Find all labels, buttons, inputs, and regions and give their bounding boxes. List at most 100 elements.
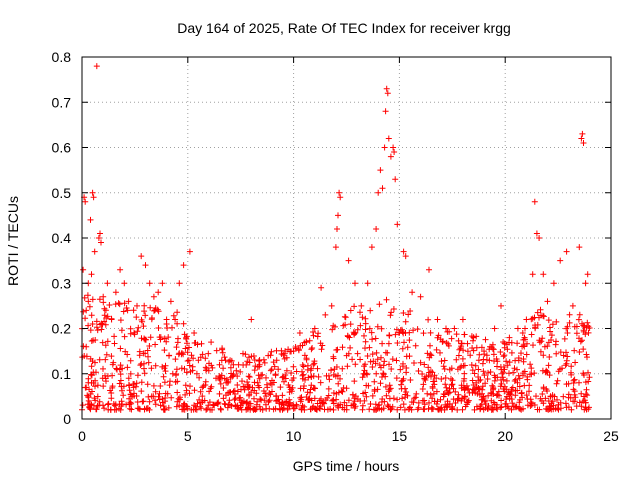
data-point [430,378,437,385]
data-point [527,371,533,378]
data-point [585,329,592,336]
data-point [394,340,401,346]
data-point [273,347,280,354]
data-point [311,360,318,367]
data-point-peak [265,352,272,359]
data-point [388,309,395,316]
data-point [486,346,493,353]
data-point [515,372,522,379]
data-point [117,371,124,378]
data-point [286,389,293,396]
data-point [479,360,486,367]
y-tick-label: 0.8 [52,49,72,65]
data-point [134,399,141,405]
data-point [112,301,119,308]
y-tick-label: 0.5 [52,185,72,201]
data-point [263,374,269,381]
data-point [174,378,181,385]
data-point [160,373,167,380]
data-point-peak [352,280,358,287]
data-point [309,345,316,351]
data-point [563,360,570,367]
data-point [260,356,267,363]
data-point [134,405,141,412]
data-point [145,353,151,360]
data-point [137,362,144,369]
data-point [469,377,476,384]
data-point [581,323,588,330]
data-point [162,362,169,369]
data-point [522,336,528,343]
data-point [120,392,127,399]
data-point [550,402,557,409]
data-point [219,346,226,353]
data-point [414,326,421,333]
y-tick-label: 0.6 [52,140,72,156]
data-point [332,373,339,380]
data-point [94,402,101,409]
data-point [464,348,471,355]
data-point [511,365,518,372]
data-point [444,404,451,411]
data-point-peak [248,316,255,323]
data-point [394,406,401,413]
data-point [90,337,97,344]
data-point [461,331,468,338]
data-point [304,362,311,369]
data-point [405,311,412,318]
data-point [345,397,352,404]
data-point [540,313,547,320]
data-point [442,375,449,381]
data-point [560,393,567,400]
data-point [410,327,417,334]
data-point [108,390,115,396]
data-point [281,405,287,412]
data-point [457,364,464,371]
data-point [299,372,306,379]
data-point-peak [335,212,341,219]
data-point [427,342,433,349]
data-point [362,320,369,327]
data-point [182,345,189,352]
data-point [373,370,380,377]
data-point [86,386,93,393]
data-point [523,392,530,399]
data-point [568,363,575,370]
data-point-peak [523,316,530,323]
data-point [516,405,523,412]
data-point [393,375,400,382]
data-point-peak [336,189,343,196]
y-axis-label: ROTI / TECUs [5,196,21,286]
data-point [571,376,578,383]
data-point [357,356,364,363]
data-point [399,377,406,384]
data-point-peak [256,361,263,368]
data-point [89,321,96,327]
data-point [126,405,133,412]
data-point [511,403,518,410]
data-point [454,406,461,413]
data-point [448,335,455,342]
data-point [494,374,501,381]
data-point-peak [381,144,388,151]
data-point [576,399,583,406]
data-point [269,388,275,395]
data-point [214,400,221,407]
data-point [108,353,115,360]
data-point [258,372,264,379]
data-point [267,367,274,374]
data-point [104,373,111,380]
data-point [94,393,101,400]
data-point-peak [98,239,104,246]
data-point [420,381,427,388]
data-point-peak [563,248,570,255]
data-point [491,401,498,408]
data-point [422,377,429,383]
data-point [188,352,195,359]
data-point [85,322,92,329]
data-point [100,299,107,306]
data-point [483,356,490,363]
data-point [310,361,317,368]
data-point [459,355,466,362]
data-point [333,390,340,397]
